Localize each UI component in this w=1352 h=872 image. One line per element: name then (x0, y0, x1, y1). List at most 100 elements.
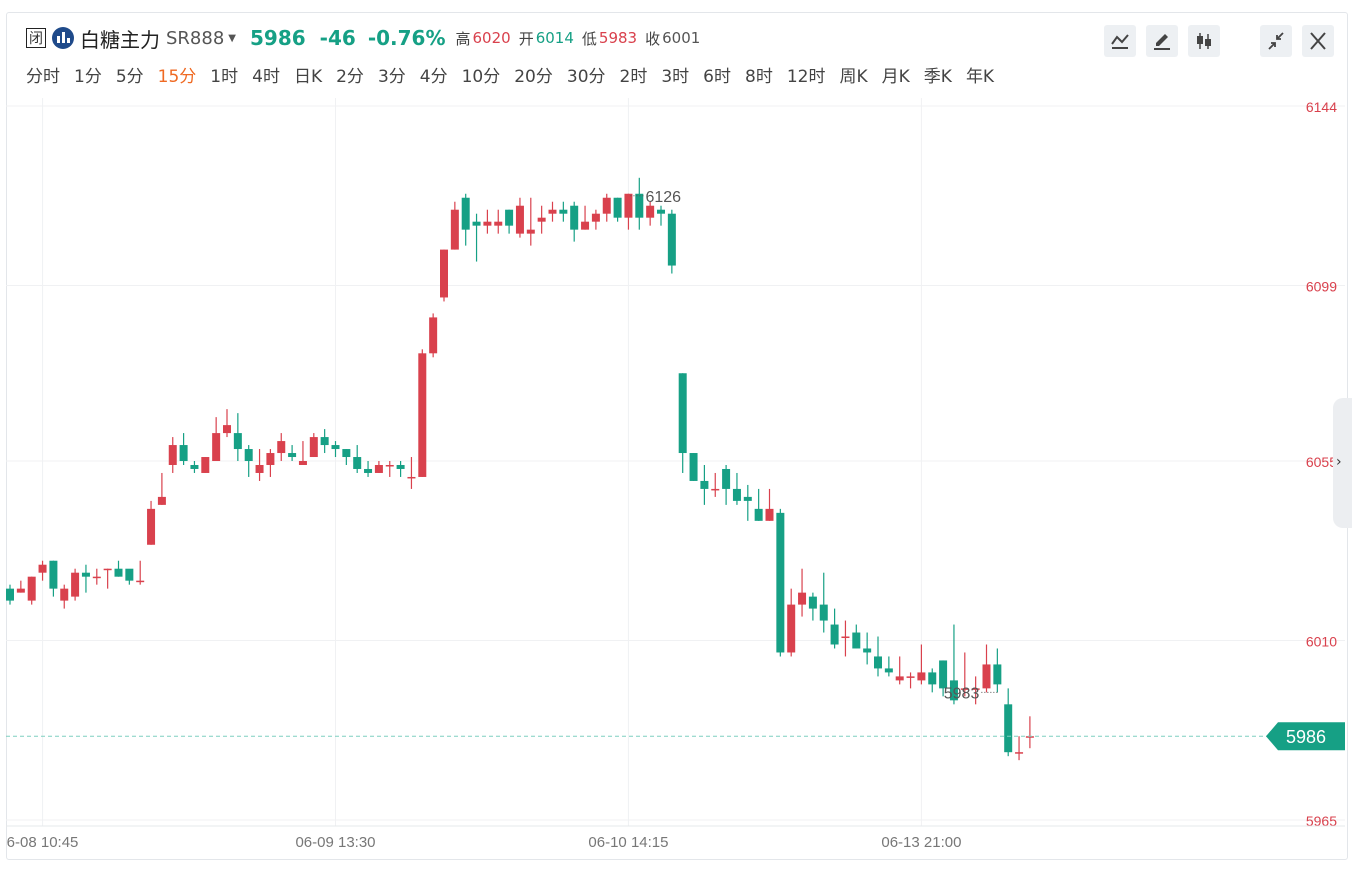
candle-body (505, 209, 514, 226)
y-tick-label: 5965 (1306, 813, 1337, 829)
candle-body (277, 441, 286, 454)
chevron-down-icon[interactable]: ▼ (228, 32, 236, 44)
chart-panel (6, 12, 1348, 860)
period-tab[interactable]: 2分 (336, 67, 364, 87)
candle-body (168, 445, 177, 465)
candle-body (223, 425, 231, 434)
period-tab[interactable]: 30分 (566, 67, 606, 87)
y-tick-label: 6055 (1306, 454, 1337, 470)
candle-body (537, 217, 546, 222)
period-tab[interactable]: 5分 (115, 67, 144, 87)
instrument-code[interactable]: SR888 (166, 27, 225, 49)
line-tool-icon[interactable] (1104, 25, 1136, 57)
chart-logo-icon (52, 27, 74, 49)
period-tab[interactable]: 15分 (157, 67, 197, 87)
candle-body (201, 457, 210, 473)
period-tab[interactable]: 4时 (252, 67, 280, 87)
candle-body (548, 209, 557, 214)
period-tab[interactable]: 20分 (514, 67, 553, 87)
candle-body (559, 209, 568, 214)
candle-body (396, 464, 405, 469)
max-label: 6126 (645, 189, 681, 206)
candle-body (678, 373, 687, 454)
price-change: -46 (319, 26, 356, 50)
chevron-right-icon: › (1336, 454, 1342, 470)
candle-body (928, 672, 937, 685)
candle-body (1025, 736, 1034, 738)
period-tab[interactable]: 周K (839, 67, 868, 87)
market-closed-badge: 闭 (26, 28, 46, 48)
candle-body (483, 221, 492, 226)
period-tab[interactable]: 12时 (786, 67, 826, 87)
period-tabs: 分时 1分 5分 15分 1时 4时 日K 2分 3分 4分 10分 20分 30分 2时 3时 6时 8时 12… (26, 62, 1008, 87)
period-tab[interactable]: 4分 (419, 67, 448, 87)
candle-body (212, 433, 221, 462)
candle-body (136, 580, 145, 583)
period-tab[interactable]: 季K (923, 67, 952, 87)
candle-body (103, 568, 112, 571)
period-tab[interactable]: 年K (965, 67, 995, 87)
candle-body (635, 193, 644, 218)
candle-body (711, 488, 720, 491)
period-tab[interactable]: 日K (293, 67, 323, 87)
candle-body (255, 464, 264, 473)
candle-body (667, 213, 676, 266)
candle-body (613, 197, 622, 218)
candle-body (841, 636, 850, 639)
y-tick-label: 6144 (1306, 99, 1337, 115)
candle-body (179, 445, 188, 462)
candle-body (657, 209, 665, 214)
close-icon[interactable] (1302, 25, 1334, 57)
period-tab[interactable]: 月K (881, 67, 910, 87)
last-price-tag (1266, 722, 1345, 751)
open-label: 开 (518, 29, 534, 48)
side-panel-toggle[interactable]: › (1333, 398, 1352, 528)
candle-body (743, 496, 752, 501)
candle-body (494, 221, 503, 226)
chart-toolbar (1094, 25, 1334, 57)
candle-body (917, 672, 926, 681)
candle-body (830, 624, 839, 645)
candle-body (353, 457, 362, 469)
high-label: 高 (455, 29, 471, 48)
candle-body (689, 453, 698, 481)
candle-body (754, 508, 763, 521)
pen-icon[interactable] (1146, 25, 1178, 57)
x-tick-label: 06-10 14:15 (588, 834, 668, 851)
candle-body (993, 664, 1002, 685)
candle-body (874, 656, 882, 669)
period-tab[interactable]: 10分 (461, 67, 501, 87)
y-tick-label: 6010 (1306, 634, 1337, 650)
shrink-icon[interactable] (1260, 25, 1292, 57)
high-value: 6020 (472, 29, 511, 47)
candle-body (700, 480, 709, 489)
period-tab[interactable]: 8时 (745, 67, 773, 87)
candle-body (298, 461, 307, 465)
candle-body (960, 688, 969, 690)
period-tab[interactable]: 1时 (210, 67, 239, 87)
candlestick-toggle-icon[interactable] (1188, 25, 1220, 57)
candle-body (309, 437, 318, 458)
period-tab[interactable]: 分时 (26, 67, 60, 87)
candle-body (884, 668, 893, 673)
candle-body (374, 464, 383, 473)
candle-body (591, 213, 600, 222)
candle-body (16, 588, 25, 593)
period-tab[interactable]: 3时 (661, 67, 690, 87)
period-tab[interactable]: 6时 (703, 67, 731, 87)
candle-body (440, 249, 448, 298)
period-tab[interactable]: 1分 (74, 67, 102, 87)
candle-body (407, 476, 416, 479)
last-price-label: 5986 (1286, 727, 1326, 747)
quote-header: 闭 白糖主力 SR888 ▼ 5986 -46 -0.76% 高 6020 开 … (26, 24, 708, 52)
period-tab[interactable]: 3分 (377, 67, 406, 87)
candle-body (895, 676, 904, 681)
candle-body (819, 604, 828, 621)
candle-body (798, 592, 807, 605)
period-tab[interactable]: 2时 (619, 67, 648, 87)
candle-body (624, 193, 633, 218)
candle-body (71, 572, 80, 597)
candle-body (949, 680, 958, 701)
candle-body (863, 648, 872, 653)
candle-body (1015, 752, 1024, 754)
